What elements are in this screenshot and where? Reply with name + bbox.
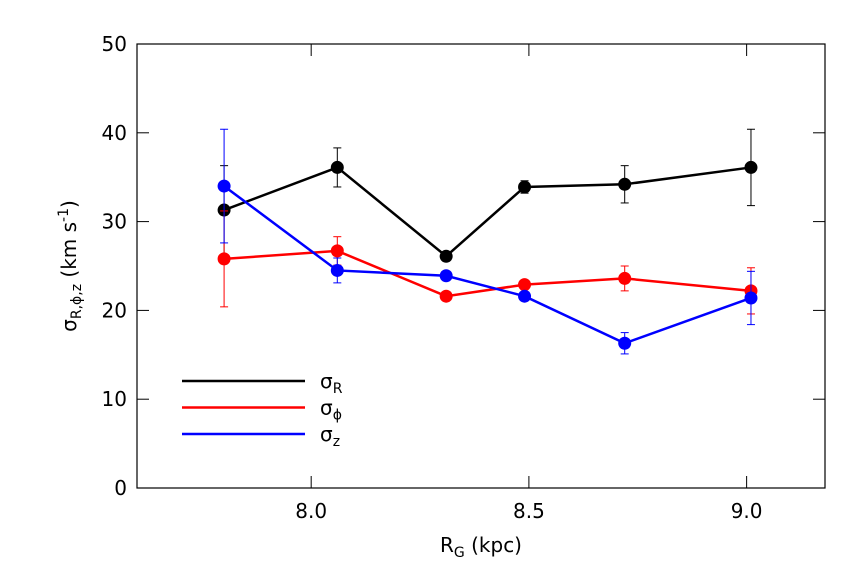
series-line — [223, 166, 752, 258]
legend-subscript: z — [333, 434, 340, 450]
point — [744, 291, 758, 305]
legend-symbol: σ — [320, 422, 333, 446]
legend-subscript: R — [333, 381, 343, 397]
legend-label: σz — [320, 422, 340, 450]
x-tick-label: 8.5 — [513, 499, 545, 523]
point — [744, 160, 758, 174]
series-line — [223, 185, 752, 345]
point — [618, 271, 632, 285]
legend-symbol: σ — [320, 396, 333, 420]
y-tick-label: 30 — [102, 210, 127, 234]
legend-subscript: ϕ — [333, 408, 342, 424]
point — [330, 160, 344, 174]
point — [518, 180, 532, 194]
x-tick-label: 9.0 — [731, 499, 763, 523]
point — [439, 269, 453, 283]
x-axis-label: RG (kpc) — [440, 533, 522, 561]
point — [618, 336, 632, 350]
legend-symbol: σ — [320, 369, 333, 393]
point — [330, 263, 344, 277]
y-tick-label: 40 — [102, 121, 127, 145]
plot-frame — [136, 43, 826, 489]
point — [217, 252, 231, 266]
point — [439, 289, 453, 303]
series-line — [224, 249, 752, 298]
y-tick-label: 10 — [102, 387, 127, 411]
point — [518, 289, 532, 303]
point — [330, 244, 344, 258]
x-tick-label: 8.0 — [295, 499, 327, 523]
point — [439, 249, 453, 263]
y-tick-label: 50 — [102, 32, 127, 56]
y-tick-label: 20 — [102, 298, 127, 322]
point — [217, 179, 231, 193]
point — [618, 177, 632, 191]
legend-label: σϕ — [320, 396, 342, 424]
y-axis-label: σR,ϕ,z (km s-1) — [56, 200, 85, 332]
legend-label: σR — [320, 369, 343, 397]
y-tick-label: 0 — [114, 476, 127, 500]
point — [518, 278, 532, 292]
